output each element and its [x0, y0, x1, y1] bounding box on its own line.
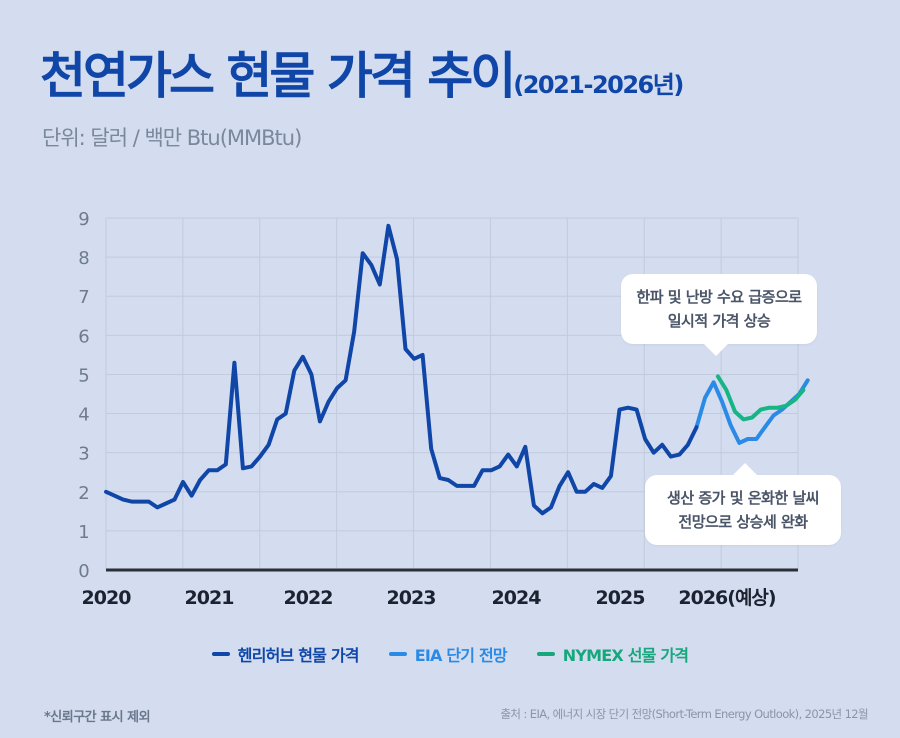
- y-tick-label: 4: [78, 405, 89, 426]
- y-tick-label: 5: [78, 365, 89, 386]
- y-tick-label: 3: [78, 444, 89, 465]
- y-tick-label: 8: [78, 248, 89, 269]
- x-tick-label: 2022: [284, 587, 333, 609]
- series-line-nymex: [715, 374, 806, 422]
- legend-item-henry-hub: 헨리허브 현물 가격: [211, 642, 360, 666]
- x-tick-label: 2021: [185, 587, 234, 609]
- legend-label: NYMEX 선물 가격: [562, 646, 689, 665]
- y-tick-label: 6: [78, 326, 89, 347]
- source-citation: 출처 : EIA, 에너지 시장 단기 전망(Short-Term Energy…: [500, 707, 868, 721]
- grid: [105, 217, 799, 570]
- title-main: 천연가스 현물 가격 추이: [40, 47, 516, 105]
- callout-line: 한파 및 난방 수요 급증으로: [636, 288, 802, 306]
- x-tick-label: 2026(예상): [678, 587, 776, 609]
- legend-swatch-nymex: [536, 652, 555, 656]
- callout-cold-wave: 한파 및 난방 수요 급증으로 일시적 가격 상승: [621, 274, 817, 356]
- legend-item-eia: EIA 단기 전망: [388, 642, 508, 666]
- y-tick-label: 7: [78, 287, 89, 308]
- callout-line: 생산 증가 및 온화한 날씨: [667, 489, 819, 507]
- callout-line: 전망으로 상승세 완화: [678, 513, 808, 531]
- legend: 헨리허브 현물 가격 EIA 단기 전망 NYMEX 선물 가격: [0, 642, 900, 666]
- series-line-henry-hub: [104, 223, 699, 516]
- x-tick-label: 2023: [387, 587, 436, 609]
- x-tick-label: 2020: [82, 587, 132, 609]
- legend-label: EIA 단기 전망: [414, 646, 508, 665]
- y-axis-ticks: 0 1 2 3 4 5 6 7 8 9: [78, 209, 89, 582]
- y-tick-label: 1: [78, 522, 89, 543]
- series-lines: [104, 223, 810, 516]
- title-suffix: (2021-2026년): [513, 71, 684, 99]
- callout-production-increase: 생산 증가 및 온화한 날씨 전망으로 상승세 완화: [645, 463, 841, 545]
- legend-item-nymex: NYMEX 선물 가격: [536, 642, 689, 666]
- footnote: *신뢰구간 표시 제외: [44, 710, 151, 725]
- page-title: 천연가스 현물 가격 추이(2021-2026년): [40, 36, 684, 108]
- legend-swatch-henry-hub: [211, 652, 230, 656]
- x-tick-label: 2024: [492, 587, 542, 609]
- series-line-eia: [694, 378, 810, 445]
- x-axis-ticks: 2020 2021 2022 2023 2024 2025 2026(예상): [82, 587, 777, 609]
- y-tick-label: 9: [78, 209, 89, 230]
- y-tick-label: 0: [78, 561, 89, 582]
- legend-label: 헨리허브 현물 가격: [237, 646, 360, 665]
- x-tick-label: 2025: [596, 587, 645, 609]
- callout-line: 일시적 가격 상승: [667, 312, 771, 330]
- unit-label: 단위: 달러 / 백만 Btu(MMBtu): [42, 126, 302, 150]
- y-tick-label: 2: [78, 483, 89, 504]
- legend-swatch-eia: [388, 652, 407, 656]
